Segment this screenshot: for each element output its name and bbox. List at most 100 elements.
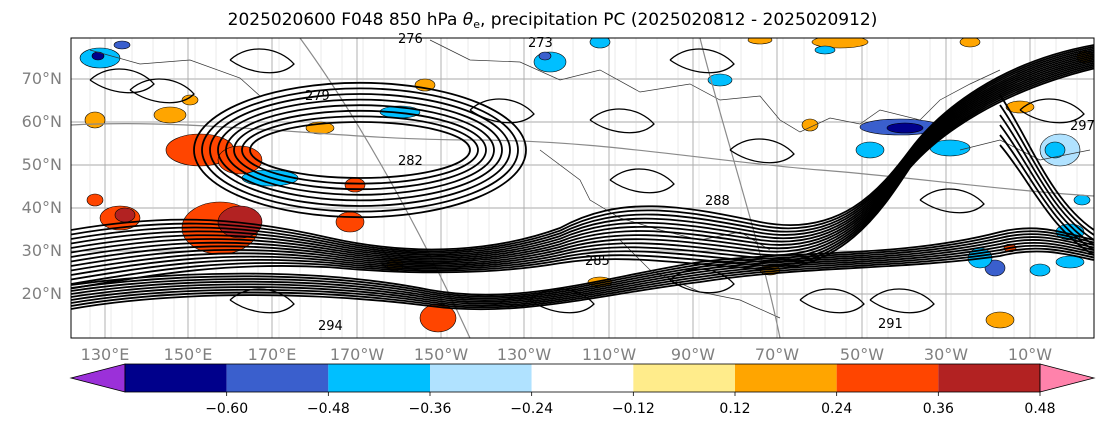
lat-label: 30°N <box>21 241 62 260</box>
theta-contour <box>71 233 1094 300</box>
theta-contour <box>71 230 1094 298</box>
lon-label: 50°W <box>839 345 885 364</box>
contour-label: 294 <box>318 319 343 334</box>
theta-contour <box>71 244 1094 307</box>
theta-contour <box>71 62 1094 276</box>
precip-blob <box>707 73 733 87</box>
precip-blob <box>1055 255 1085 269</box>
theta-contour <box>71 67 1094 290</box>
theta-contour <box>71 65 1094 285</box>
colorbar-segment <box>735 364 837 392</box>
lat-label: 60°N <box>21 112 62 131</box>
theta-contour <box>71 56 1094 263</box>
precip-blob <box>959 38 981 48</box>
colorbar-segment <box>938 364 1040 392</box>
precip-blob <box>113 40 131 50</box>
colorbar-tick-label: −0.60 <box>205 401 249 417</box>
theta-contour <box>729 138 795 164</box>
theta-contour <box>529 288 595 314</box>
theta-contour <box>999 114 1094 241</box>
theta-contour <box>229 288 295 314</box>
theta-contour <box>71 239 1094 303</box>
theta-contour <box>999 124 1094 246</box>
theta-contour <box>241 115 479 185</box>
precip-blob <box>589 38 611 49</box>
lon-label: 130°W <box>496 345 552 364</box>
theta-contour <box>71 58 1094 267</box>
theta-contour <box>71 227 1094 296</box>
theta-contour <box>999 104 1094 236</box>
lon-label: 10°W <box>1007 345 1053 364</box>
theta-e-contours <box>71 44 1094 314</box>
contour-label: 279 <box>305 89 330 104</box>
theta-contour <box>229 48 295 74</box>
contour-label: 288 <box>705 194 730 209</box>
precip-blob <box>153 106 187 124</box>
contour-label: 291 <box>878 317 903 332</box>
precip-blob <box>1005 100 1035 114</box>
colorbar-tick-label: −0.12 <box>611 401 655 417</box>
precip-blob <box>985 311 1015 329</box>
map-title: 2025020600 F048 850 hPa θe, precipitatio… <box>227 10 878 31</box>
contour-labels: 276 273 279 282 285 288 291 294 297 <box>305 32 1095 334</box>
lon-label: 110°W <box>581 345 637 364</box>
precip-blob <box>814 45 836 55</box>
theta-contour <box>919 188 985 214</box>
precip-blob <box>1029 263 1051 277</box>
contour-label: 297 <box>1070 119 1095 134</box>
colorbar-segment <box>125 364 227 392</box>
theta-contour <box>209 93 511 207</box>
theta-contour <box>71 236 1094 302</box>
theta-contour <box>201 87 519 213</box>
theta-contour <box>999 144 1094 256</box>
colorbar-segment <box>226 364 329 392</box>
theta-contour <box>71 60 1094 272</box>
colorbar-extend-high <box>1039 363 1096 393</box>
theta-contour <box>669 48 735 74</box>
theta-contour <box>129 78 195 104</box>
precip-blob <box>801 118 819 132</box>
theta-contour <box>89 68 155 94</box>
theta-contour <box>71 53 1094 260</box>
colorbar-tick-label: −0.24 <box>510 401 554 417</box>
theta-contour <box>71 250 1094 311</box>
precip-blob <box>811 38 869 49</box>
theta-contour <box>249 121 471 179</box>
lon-label: 150°W <box>413 345 469 364</box>
contour-label: 282 <box>398 154 423 169</box>
lon-label: 170°E <box>247 345 297 364</box>
lat-label: 40°N <box>21 198 62 217</box>
precip-blob <box>114 207 136 223</box>
colorbar-segment <box>531 364 634 392</box>
lon-label: 70°W <box>754 345 800 364</box>
colorbar-tick-label: 0.12 <box>719 401 751 417</box>
contour-label: 273 <box>528 36 553 51</box>
theta-contour <box>71 247 1094 309</box>
precip-blob <box>855 141 885 159</box>
colorbar-tick-label: −0.48 <box>306 401 350 417</box>
colorbar-tick-label: 0.48 <box>1024 401 1056 417</box>
theta-contour <box>869 288 935 314</box>
contour-label: 285 <box>585 254 610 269</box>
precip-blob <box>419 303 457 333</box>
precip-blob <box>1073 194 1091 206</box>
lat-label: 20°N <box>21 284 62 303</box>
theta-contour <box>589 108 655 134</box>
colorbar-tick-label: −0.36 <box>408 401 452 417</box>
theta-contour <box>999 134 1094 251</box>
precip-blob <box>538 51 552 61</box>
lon-label: 130°E <box>80 345 130 364</box>
lat-label: 70°N <box>21 69 62 88</box>
precip-blob <box>747 38 773 45</box>
precip-blob <box>181 94 199 106</box>
precip-blob <box>1044 141 1066 159</box>
precip-blob <box>84 111 106 129</box>
colorbar-segment <box>430 364 532 392</box>
contour-label: 276 <box>398 32 423 47</box>
theta-contour <box>469 98 535 124</box>
lat-label: 50°N <box>21 155 62 174</box>
colorbar-tick-label: 0.24 <box>821 401 853 417</box>
theta-contour <box>999 94 1094 231</box>
theta-contour <box>799 288 865 314</box>
